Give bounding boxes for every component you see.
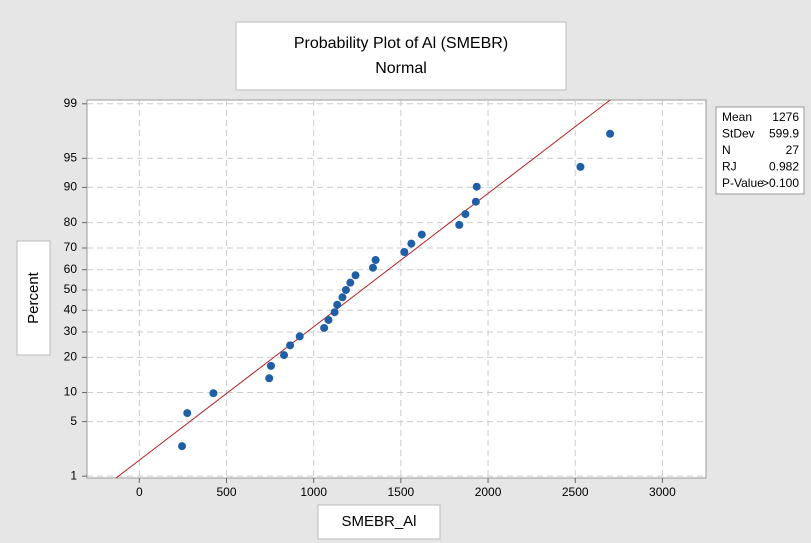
x-tick-label: 0 [136, 485, 143, 499]
point [346, 278, 355, 287]
x-tick-label: 2500 [562, 485, 589, 499]
x-tick-label: 3000 [649, 485, 676, 499]
stat-value: 1276 [772, 110, 799, 124]
point [455, 220, 464, 229]
point [338, 293, 347, 302]
y-tick-label: 70 [64, 240, 78, 254]
stat-label: RJ [722, 160, 737, 174]
chart-subtitle: Normal [375, 60, 427, 77]
y-tick-label: 10 [64, 385, 78, 399]
fit-group [115, 100, 611, 478]
y-tick-label: 1 [70, 468, 77, 482]
point [351, 271, 360, 280]
point [417, 230, 426, 239]
y-tick-label: 30 [64, 324, 78, 338]
point [265, 374, 274, 383]
stat-value: >0.100 [762, 176, 799, 190]
point [295, 332, 304, 341]
chart-title: Probability Plot of Al (SMEBR) [294, 35, 508, 52]
stat-label: Mean [722, 110, 752, 124]
y-tick-label: 50 [64, 282, 78, 296]
x-tick-label: 2000 [475, 485, 502, 499]
point [209, 389, 218, 398]
x-tick-label: 1500 [388, 485, 415, 499]
y-tick-label: 60 [64, 262, 78, 276]
stat-value: 599.9 [769, 127, 799, 141]
point [280, 351, 289, 360]
point [471, 197, 480, 206]
x-tick-label: 1000 [300, 485, 327, 499]
stats-box [715, 106, 805, 195]
point [606, 129, 615, 138]
y-tick-label: 95 [64, 151, 78, 165]
x-label-box [317, 504, 441, 540]
point [472, 182, 481, 191]
point [371, 256, 380, 265]
point [368, 263, 377, 272]
y-tick-label: 90 [64, 180, 78, 194]
y-label-box [16, 240, 51, 356]
stat-value: 0.982 [769, 160, 799, 174]
y-axis-label: Percent [25, 271, 42, 324]
point [576, 162, 585, 171]
stat-value: 27 [786, 143, 800, 157]
y-tick-label: 40 [64, 302, 78, 316]
point [286, 341, 295, 350]
title-box [235, 21, 567, 91]
point [266, 361, 275, 370]
y-tick-label: 5 [70, 414, 77, 428]
y-tick-label: 80 [64, 215, 78, 229]
point [324, 315, 333, 324]
point [400, 247, 409, 256]
y-tick-label: 99 [64, 96, 78, 110]
point [178, 442, 187, 451]
x-tick-label: 500 [216, 485, 236, 499]
point [341, 285, 350, 294]
point [333, 300, 342, 309]
point [461, 210, 470, 219]
point [183, 409, 192, 418]
fit-line [115, 100, 611, 478]
point [407, 239, 416, 248]
stat-label: N [722, 143, 731, 157]
x-axis-label: SMEBR_Al [341, 513, 416, 530]
point [330, 308, 339, 317]
stat-label: StDev [722, 127, 755, 141]
point [320, 323, 329, 332]
stat-label: P-Value [722, 176, 764, 190]
y-tick-label: 20 [64, 350, 78, 364]
